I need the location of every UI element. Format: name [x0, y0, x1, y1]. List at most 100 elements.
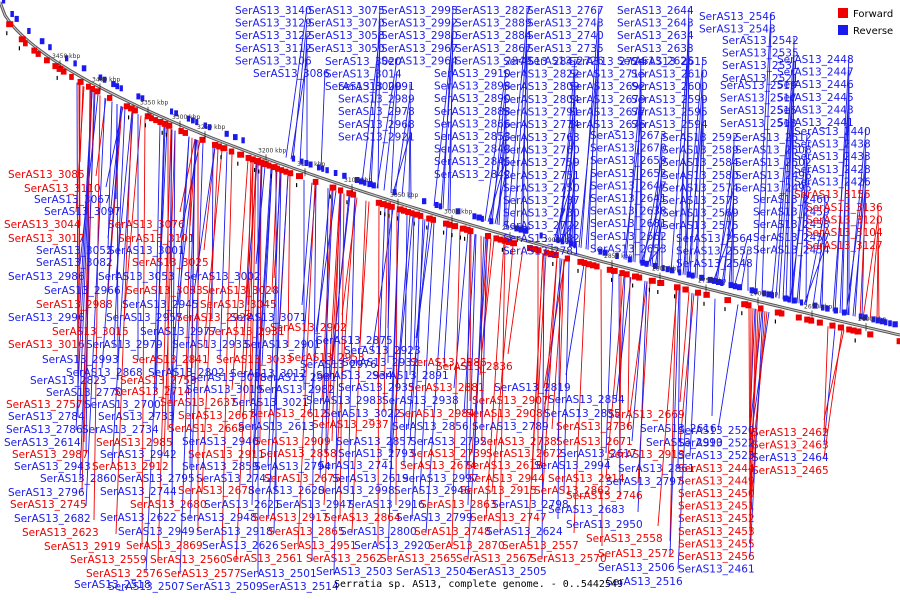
forward-gene [745, 302, 752, 309]
reverse-gene [892, 321, 898, 328]
forward-gene [846, 326, 852, 333]
gene-tick [258, 169, 260, 174]
gene-tick [346, 200, 348, 205]
gene-label: SerAS13_2558 [586, 533, 663, 545]
gene-label: SerAS13_2594 [631, 119, 708, 131]
gene-label: SerAS13_2505 [470, 566, 547, 578]
connector-line [876, 242, 879, 322]
gene-label: SerAS13_2659 [590, 155, 667, 167]
connector-line [267, 171, 281, 467]
gene-label: SerAS13_3067 [34, 194, 111, 206]
reverse-gene [686, 271, 692, 278]
gene-label: SerAS13_2453 [678, 526, 755, 538]
forward-gene [695, 289, 701, 296]
connector-line [748, 307, 751, 532]
gene-label: SerAS13_2827 [455, 5, 532, 17]
connector-line [782, 63, 795, 300]
gene-label: SerAS13_2680 [130, 499, 207, 511]
gene-label: SerAS13_2989 [338, 94, 415, 106]
gene-label: SerAS13_2910 [434, 68, 511, 80]
gene-label: SerAS13_2979 [86, 339, 163, 351]
forward-gene [808, 317, 815, 324]
forward-gene [384, 202, 391, 209]
gene-tick [426, 225, 428, 230]
kbp-tick-label: 3350 kbp [140, 100, 168, 107]
gene-tick [18, 46, 20, 51]
gene-label: SerAS13_2937 [312, 419, 389, 431]
gene-label: SerAS13_2881 [408, 382, 485, 394]
kbp-tick-label: 3250 kbp [197, 124, 225, 131]
gene-label: SerAS13_2644 [617, 5, 694, 17]
forward-gene [220, 145, 228, 152]
gene-label: SerAS13_2509 [186, 581, 263, 593]
gene-tick [254, 168, 256, 172]
connector-line [189, 142, 204, 520]
gene-label: SerAS13_2907 [472, 395, 549, 407]
gene-label: SerAS13_2516 [606, 576, 683, 588]
connector-line [251, 164, 263, 506]
connector-line [487, 159, 507, 222]
gene-label: SerAS13_2784 [8, 411, 85, 423]
gene-label: SerAS13_2633 [617, 43, 694, 55]
gene-label: SerAS13_2867 [455, 43, 532, 55]
gene-tick [774, 319, 776, 324]
forward-gene [161, 120, 169, 127]
kbp-tick-label: 3400 kbp [92, 76, 120, 83]
forward-gene [497, 236, 504, 243]
gene-label: SerAS13_2572 [598, 548, 675, 560]
gene-label: SerAS13_3020 [325, 56, 402, 68]
gene-label: SerAS13_2943 [14, 461, 91, 473]
gene-label: SerAS13_2781 [503, 245, 580, 257]
backbone-inner [0, 1, 900, 336]
gene-label: SerAS13_2985 [96, 437, 173, 449]
reverse-gene [598, 248, 603, 255]
reverse-gene [522, 227, 528, 234]
connector-line [682, 58, 704, 275]
forward-gene [774, 309, 782, 316]
gene-label: SerAS13_2671 [556, 436, 633, 448]
gene-label: SerAS13_2841 [132, 354, 209, 366]
reverse-gene [472, 213, 477, 220]
gene-tick [220, 155, 222, 160]
gene-label: SerAS13_2822 [503, 69, 580, 81]
gene-label: SerAS13_3082 [36, 257, 113, 269]
gene-label: SerAS13_2667 [178, 410, 255, 422]
forward-gene [417, 212, 424, 219]
connector-line [413, 217, 420, 351]
gene-tick [296, 183, 298, 188]
gene-label: SerAS13_2592 [662, 132, 739, 144]
gene-label: SerAS13_2991 [338, 81, 415, 93]
gene-label: SerAS13_2797 [606, 476, 683, 488]
forward-gene [485, 233, 491, 239]
gene-label: SerAS13_2746 [566, 490, 643, 502]
connector-line [390, 84, 398, 193]
gene-tick [128, 115, 130, 120]
kbp-tick-label: 3150 kbp [297, 161, 325, 168]
connector-line [395, 210, 398, 506]
forward-gene [60, 68, 67, 75]
forward-gene [165, 122, 173, 129]
gene-label: SerAS13_2983 [306, 395, 383, 407]
gene-tick [459, 235, 461, 240]
reverse-gene [438, 203, 442, 210]
gene-label: SerAS13_2584 [662, 157, 739, 169]
gene-label: SerAS13_2461 [678, 564, 755, 576]
connector-line [778, 95, 793, 299]
gene-label: SerAS13_3017 [8, 233, 85, 245]
gene-label: SerAS13_2682 [14, 513, 91, 525]
gene-label: SerAS13_2986 [8, 271, 85, 283]
gene-label: SerAS13_3122 [235, 30, 312, 42]
reverse-gene [791, 297, 797, 304]
gene-label: SerAS13_2449 [678, 475, 755, 487]
connector-line [728, 210, 735, 287]
forward-gene [464, 226, 471, 233]
kbp-tick-label: 3000 kbp [444, 208, 472, 215]
reverse-gene [191, 117, 195, 124]
connector-line [299, 33, 308, 163]
connector-line [585, 58, 600, 250]
connector-line [796, 185, 808, 303]
connector-line [600, 269, 603, 547]
connector-line [639, 109, 642, 264]
reverse-gene [661, 265, 665, 272]
gene-label: SerAS13_2909 [254, 436, 331, 448]
